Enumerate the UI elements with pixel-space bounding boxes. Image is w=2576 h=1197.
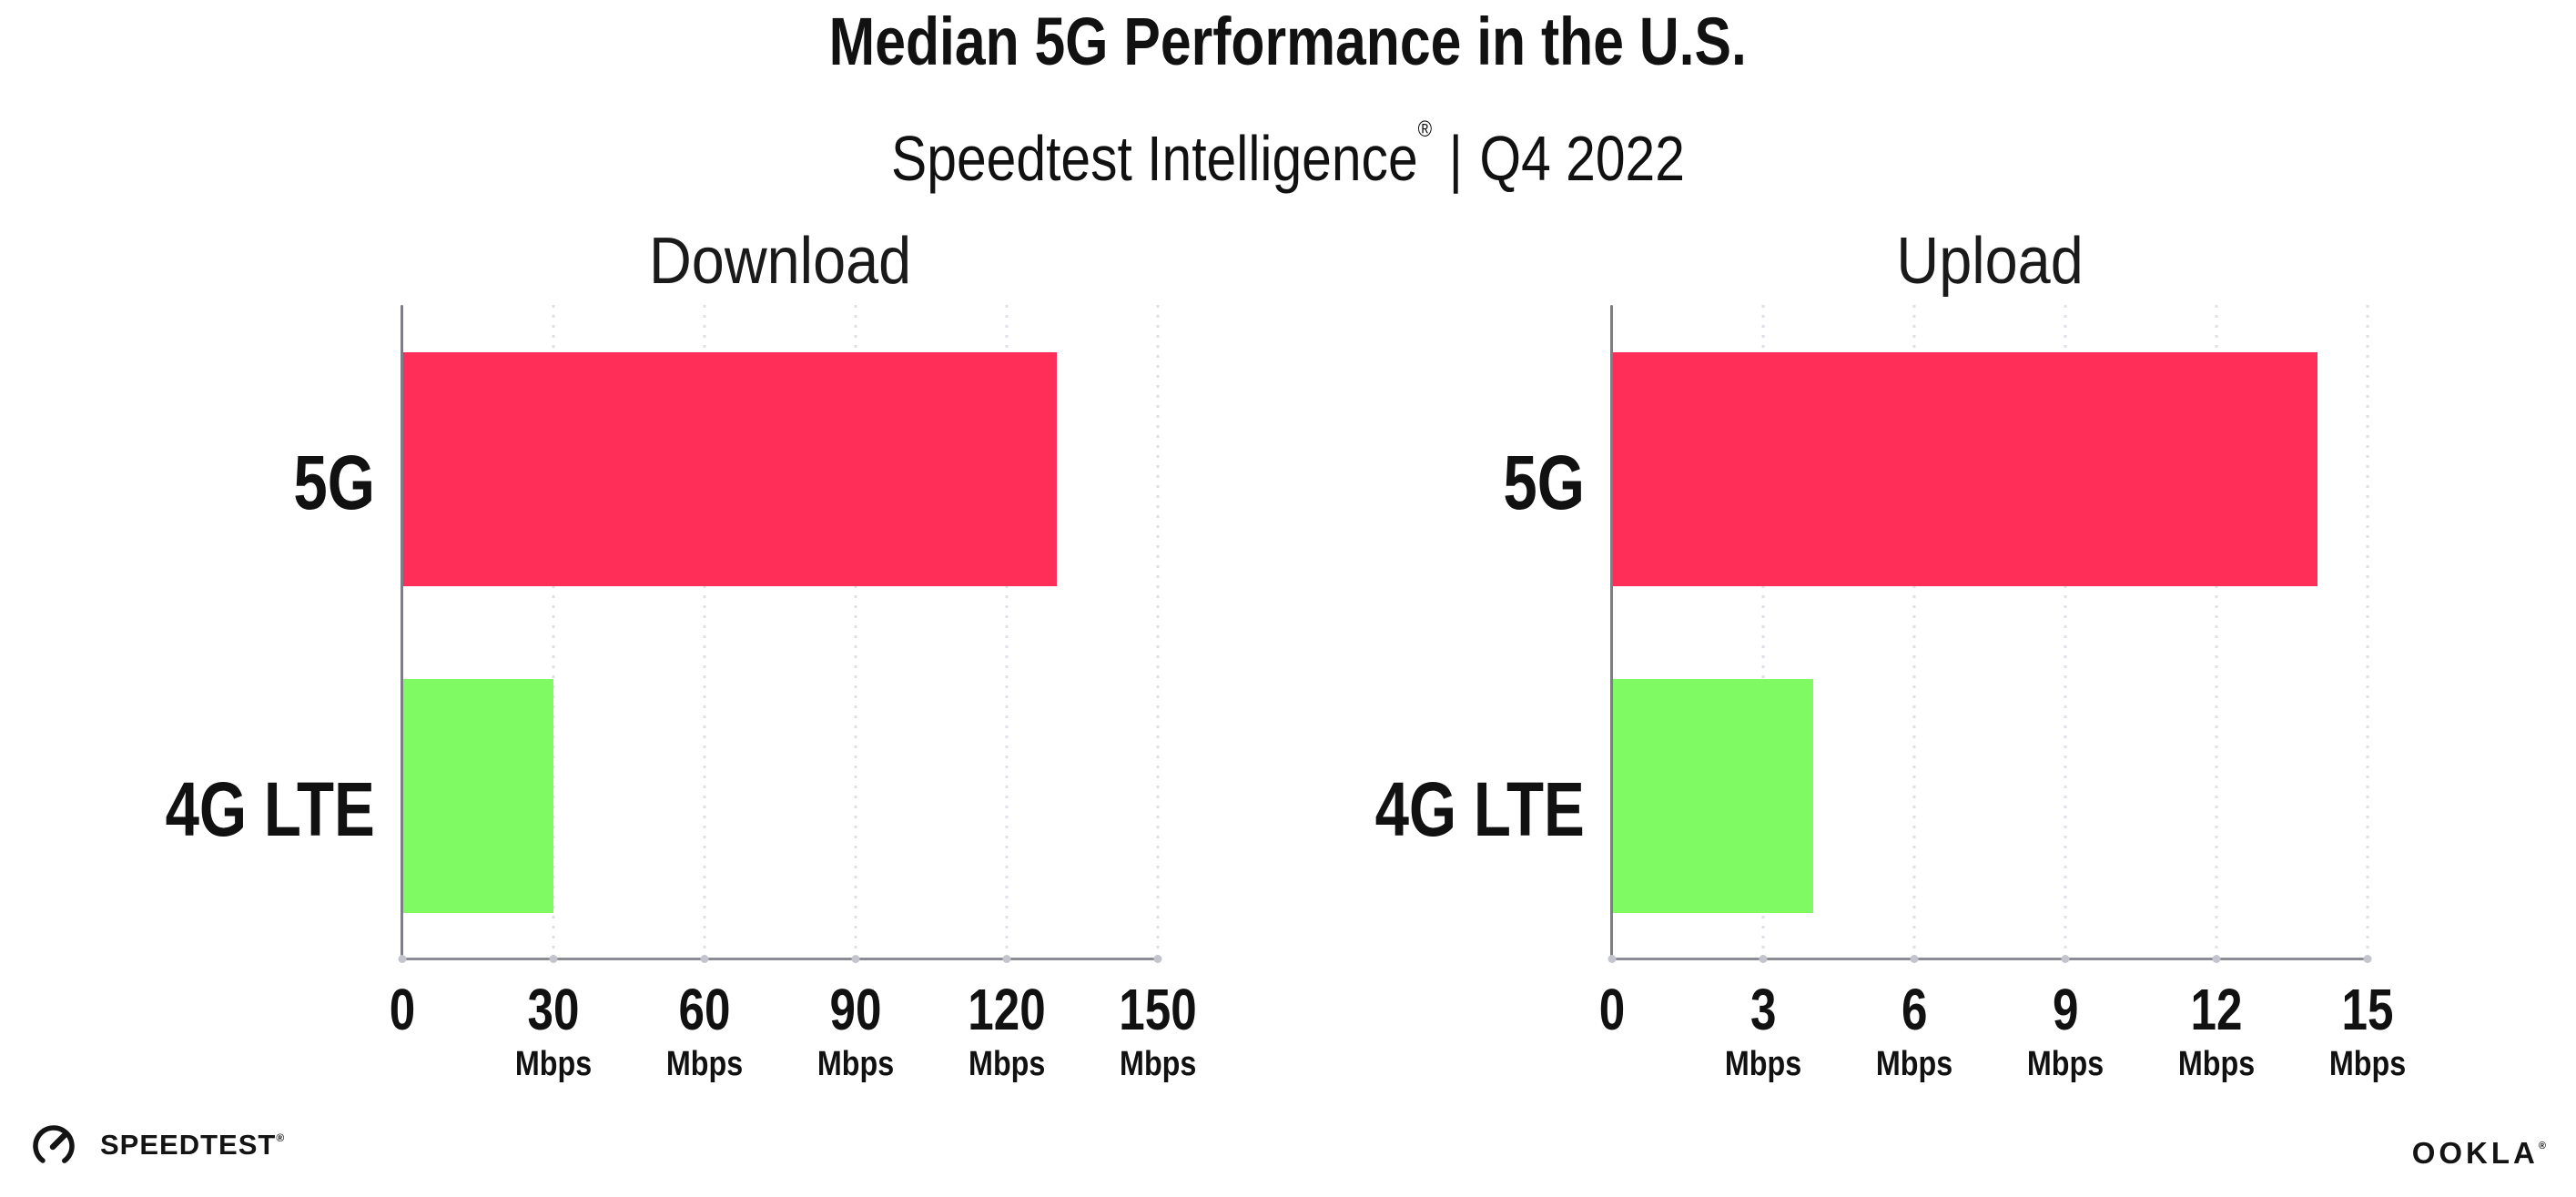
x-tick-unit: Mbps [2328,1045,2407,1083]
gridline-9 [2064,305,2067,959]
x-tick-unit: Mbps [1119,1045,1197,1083]
x-tick-9: 9 Mbps [2020,979,2110,1083]
y-axis-line [1610,305,1613,959]
registered-mark: ® [2538,1141,2546,1151]
axis-tick-dot [549,955,558,963]
x-tick-value: 6 [1901,977,1928,1042]
gridline-60 [703,305,706,959]
subtitle-separator: | [1448,123,1463,194]
axis-tick-dot [1910,955,1919,963]
subtitle-period: Q4 2022 [1479,123,1685,194]
registered-mark: ® [1417,117,1433,142]
x-tick-value: 0 [389,977,416,1042]
download-chart-title: Download [648,225,912,298]
speedtest-logo: SPEEDTEST® [30,1121,284,1170]
gridline-30 [552,305,555,959]
x-tick-0: 0 [386,979,419,1040]
gridline-12 [2215,305,2218,959]
axis-tick-dot [700,955,709,963]
axis-tick-dot [398,955,407,963]
ookla-logo: OOKLA® [2412,1131,2546,1175]
x-tick-unit: Mbps [2026,1045,2104,1083]
x-tick-3: 3 Mbps [1718,979,1808,1083]
x-tick-unit: Mbps [2177,1045,2256,1083]
category-label-4g-lte: 4G LTE [165,766,375,852]
4g-lte-bar [402,679,553,913]
4g-lte-bar [1612,679,1814,913]
x-tick-value: 3 [1749,977,1777,1042]
x-tick-120: 120 Mbps [958,979,1056,1083]
x-tick-value: 90 [829,977,882,1042]
ookla-wordmark: OOKLA® [2411,1136,2546,1170]
x-tick-unit: Mbps [1724,1045,1802,1083]
category-label-5g: 5G [1503,439,1585,525]
download-chart-panel: Download 0 30 Mbps 60 Mbps 90 Mbps 120 Mbps 150 Mb… [166,0,1197,1120]
x-tick-value: 0 [1598,977,1626,1042]
axis-tick-dot [1002,955,1011,963]
gridline-15 [2366,305,2369,959]
subtitle-brand: Speedtest Intelligence [891,123,1418,194]
upload-chart-title: Upload [1896,225,2084,298]
x-tick-unit: Mbps [665,1045,744,1083]
x-tick-value: 150 [1119,977,1197,1042]
axis-tick-dot [2061,955,2070,963]
axis-tick-dot [1153,955,1162,963]
plot-area: 0 3 Mbps 6 Mbps 9 Mbps 12 Mbps 15 Mbps 5G 4G LTE [1375,305,2406,1083]
plot-area: 0 30 Mbps 60 Mbps 90 Mbps 120 Mbps 150 Mbps 5G 4G L… [166,305,1197,1083]
page-title-text: Median 5G Performance in the U.S. [828,4,1748,79]
x-tick-6: 6 Mbps [1869,979,1959,1083]
x-tick-12: 12 Mbps [2171,979,2261,1083]
x-tick-value: 30 [527,977,580,1042]
axis-tick-dot [2212,955,2221,963]
x-tick-unit: Mbps [816,1045,895,1083]
axis-tick-dot [2363,955,2372,963]
x-tick-unit: Mbps [968,1045,1046,1083]
speedtest-gauge-icon [33,1125,75,1167]
axis-tick-dot [1759,955,1768,963]
page-subtitle: Speedtest Intelligence® | Q4 2022 [0,93,2576,195]
y-axis-line [401,305,403,959]
x-tick-15: 15 Mbps [2322,979,2412,1083]
x-tick-value: 15 [2341,977,2394,1042]
gridline-150 [1156,305,1160,959]
x-tick-value: 12 [2190,977,2243,1042]
speedtest-wordmark: SPEEDTEST® [100,1129,285,1161]
x-tick-value: 120 [968,977,1046,1042]
gridline-3 [1761,305,1765,959]
category-label-4g-lte: 4G LTE [1374,766,1585,852]
page-title: Median 5G Performance in the U.S. [0,5,2576,78]
x-axis-line [1609,958,2369,960]
x-tick-value: 9 [2052,977,2079,1042]
x-tick-30: 30 Mbps [508,979,598,1083]
x-tick-unit: Mbps [1875,1045,1953,1083]
category-label-5g: 5G [293,439,375,525]
axis-tick-dot [1607,955,1617,963]
page-subtitle-text: Speedtest Intelligence® | Q4 2022 [891,93,1685,195]
x-tick-90: 90 Mbps [810,979,900,1083]
axis-tick-dot [851,955,860,963]
5g-bar [402,352,1058,586]
upload-chart-panel: Upload 0 3 Mbps 6 Mbps 9 Mbps 12 Mbps 15 Mbps 5G 4G… [1375,0,2406,1120]
gridline-6 [1912,305,1916,959]
registered-mark: ® [276,1131,285,1144]
x-tick-0: 0 [1596,979,1628,1040]
gridline-90 [854,305,857,959]
x-tick-value: 60 [678,977,731,1042]
x-tick-60: 60 Mbps [659,979,749,1083]
x-axis-line [400,958,1160,960]
x-tick-unit: Mbps [514,1045,593,1083]
5g-bar [1612,352,2317,586]
x-tick-150: 150 Mbps [1110,979,1207,1083]
gridline-120 [1005,305,1009,959]
